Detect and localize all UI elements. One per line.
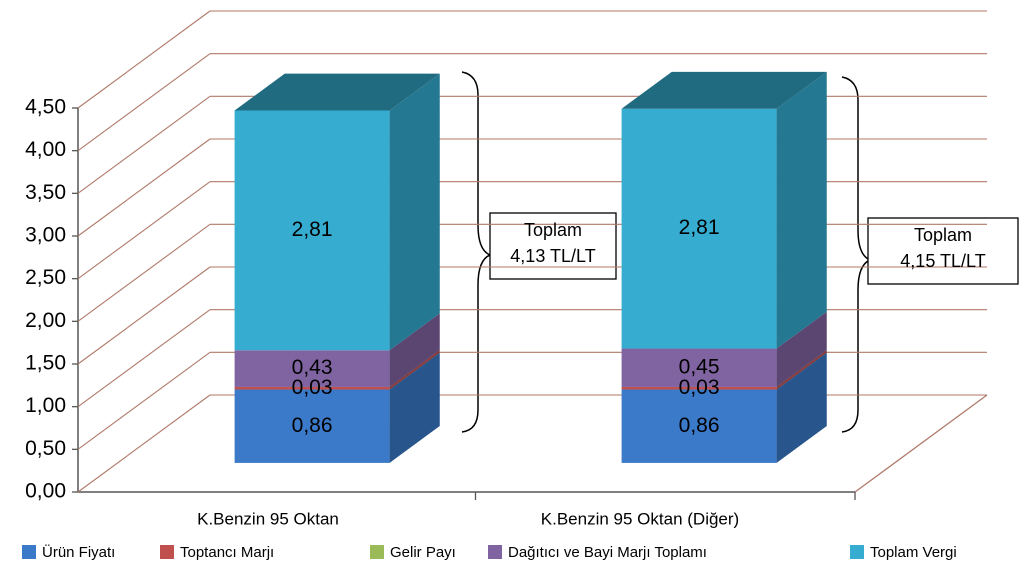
value-label: 0,86 <box>292 414 333 437</box>
legend-swatch <box>488 545 502 559</box>
annotation: Toplam <box>914 225 972 245</box>
x-tick-label: K.Benzin 95 Oktan (Diğer) <box>541 509 739 528</box>
value-label: 0,45 <box>679 355 720 378</box>
y-tick-label: 0,50 <box>25 437 66 460</box>
bar-side <box>776 350 827 390</box>
bar-segment <box>234 386 390 390</box>
grid-line <box>77 309 211 408</box>
brace <box>461 71 492 433</box>
bar-side <box>776 352 827 463</box>
bar-side <box>776 71 827 349</box>
annotation: 4,13 TL/LT <box>510 246 595 266</box>
y-tick-label: 4,50 <box>25 96 66 119</box>
grid-line <box>77 266 211 365</box>
y-tick-label: 2,50 <box>25 266 66 289</box>
bar-side <box>389 73 440 351</box>
grid-line <box>77 95 211 194</box>
annotation: Toplam <box>524 220 582 240</box>
grid-line <box>77 394 211 493</box>
bar-segment <box>621 389 777 463</box>
grid-line <box>77 223 211 322</box>
bar-segment <box>621 348 777 387</box>
legend-swatch <box>850 545 864 559</box>
legend-swatch <box>160 545 174 559</box>
grid-line <box>77 181 211 280</box>
legend-label: Gelir Payı <box>390 544 456 561</box>
x-tick-label: K.Benzin 95 Oktan <box>197 509 339 528</box>
floor-edge <box>854 394 988 493</box>
value-label: 0,86 <box>679 414 720 437</box>
bar-side <box>776 311 827 387</box>
y-tick-label: 1,00 <box>25 394 66 417</box>
grid-line <box>77 10 211 109</box>
legend-label: Dağıtıcı ve Bayi Marjı Toplamı <box>508 544 707 561</box>
annotation: 4,15 TL/LT <box>900 251 985 271</box>
grid-line <box>77 53 211 152</box>
bar-segment <box>621 108 777 349</box>
y-tick-label: 1,50 <box>25 352 66 375</box>
grid-line <box>77 138 211 237</box>
grid-line <box>77 351 211 450</box>
legend-swatch <box>370 545 384 559</box>
bar-top <box>234 73 440 111</box>
bar-segment <box>234 389 390 463</box>
brace <box>841 76 872 433</box>
legend-label: Ürün Fiyatı <box>42 543 115 561</box>
legend-label: Toplam Vergi <box>870 544 957 561</box>
value-label: 2,81 <box>292 218 333 241</box>
legend-label: Toptancı Marjı <box>180 544 274 561</box>
legend-swatch <box>22 545 36 559</box>
bar-top <box>621 71 827 109</box>
bar-segment <box>234 350 390 387</box>
value-label: 0,43 <box>292 356 333 379</box>
bar-side <box>389 313 440 387</box>
y-tick-label: 2,00 <box>25 309 66 332</box>
bar-segment <box>234 110 390 351</box>
y-tick-label: 3,00 <box>25 224 66 247</box>
annotation-box <box>867 217 1019 285</box>
bar-side <box>389 352 440 463</box>
bar-side <box>389 350 440 390</box>
y-tick-label: 0,00 <box>25 480 66 503</box>
y-tick-label: 3,50 <box>25 181 66 204</box>
value-label: 0,03 <box>679 376 720 399</box>
bar-segment <box>621 386 777 390</box>
value-label: 0,03 <box>292 376 333 399</box>
value-label: 2,81 <box>679 216 720 239</box>
y-tick-label: 4,00 <box>25 138 66 161</box>
